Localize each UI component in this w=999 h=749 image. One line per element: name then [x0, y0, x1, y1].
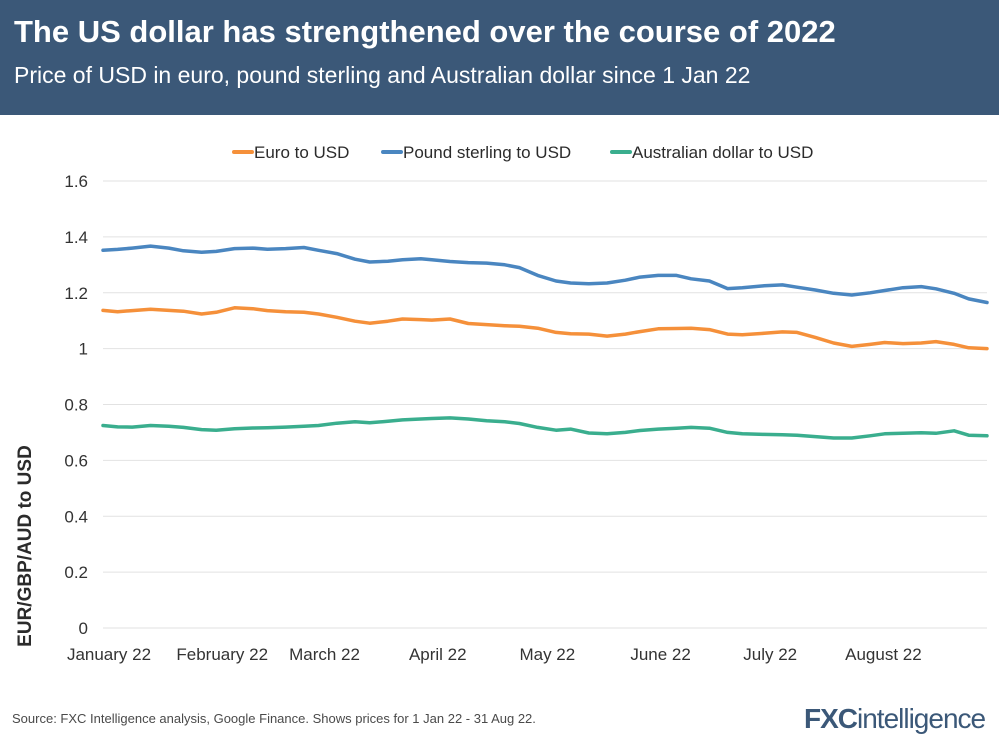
- legend-label: Pound sterling to USD: [403, 143, 571, 162]
- source-note: Source: FXC Intelligence analysis, Googl…: [12, 711, 536, 726]
- x-tick-label: May 22: [519, 645, 575, 664]
- y-tick-label: 1.2: [64, 284, 88, 303]
- y-tick-label: 1.4: [64, 228, 88, 247]
- header-banner: The US dollar has strengthened over the …: [0, 0, 999, 115]
- legend-label: Euro to USD: [254, 143, 349, 162]
- series-line-1: [101, 306, 989, 351]
- chart-title: The US dollar has strengthened over the …: [14, 14, 836, 49]
- x-tick-label: July 22: [743, 645, 797, 664]
- y-tick-label: 0.8: [64, 396, 88, 415]
- fxc-logo: FXCintelligence: [804, 703, 986, 735]
- x-tick-label: August 22: [845, 645, 922, 664]
- chart-subtitle: Price of USD in euro, pound sterling and…: [14, 62, 751, 88]
- logo-fxc: FXC: [804, 703, 858, 734]
- y-tick-label: 1.6: [64, 172, 88, 191]
- series-line-2: [101, 244, 989, 305]
- y-tick-label: 0.2: [64, 563, 88, 582]
- y-tick-label: 1: [79, 340, 88, 359]
- y-tick-label: 0: [79, 619, 88, 638]
- x-tick-label: June 22: [630, 645, 691, 664]
- x-tick-label: April 22: [409, 645, 467, 664]
- x-tick-label: January 22: [67, 645, 151, 664]
- y-tick-label: 0.6: [64, 451, 88, 470]
- line-chart: 0 0.2 0.4 0.6 0.8 1 1.2 1.4 1.6 January 22 Februa…: [15, 143, 989, 664]
- logo-intelligence: intelligence: [857, 703, 986, 734]
- y-axis-label: EUR/GBP/AUD to USD: [15, 445, 36, 647]
- x-tick-label: March 22: [289, 645, 360, 664]
- y-tick-label: 0.4: [64, 507, 88, 526]
- legend-label: Australian dollar to USD: [632, 143, 813, 162]
- series-line-3: [101, 416, 989, 440]
- x-tick-label: February 22: [176, 645, 268, 664]
